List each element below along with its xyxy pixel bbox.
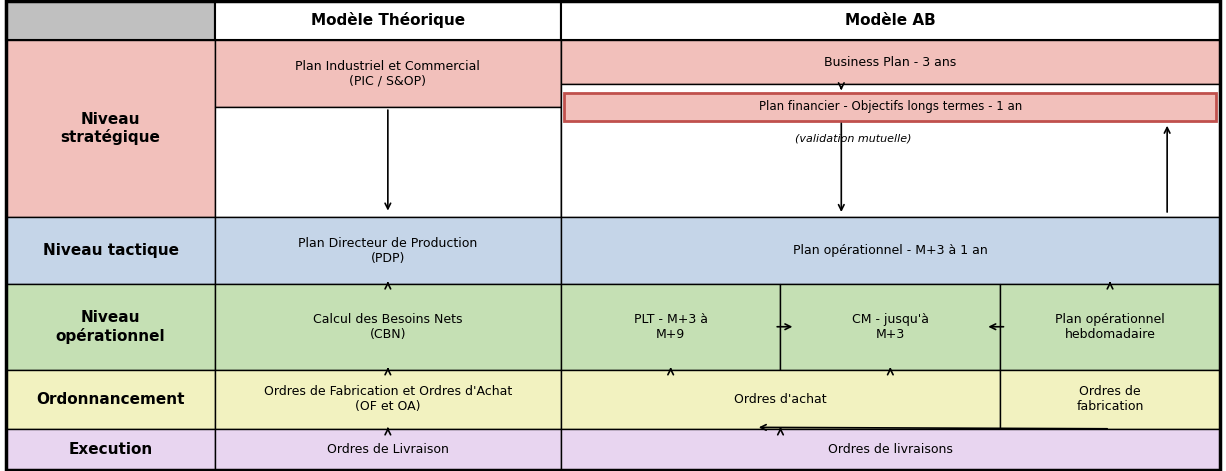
Text: Plan financier - Objectifs longs termes - 1 an: Plan financier - Objectifs longs termes … [759,100,1022,114]
Bar [560,370,1000,429]
Bar [215,217,560,284]
Text: Plan Industriel et Commercial
(PIC / S&OP): Plan Industriel et Commercial (PIC / S&O… [295,59,481,88]
Text: Plan opérationnel - M+3 à 1 an: Plan opérationnel - M+3 à 1 an [793,244,988,257]
Bar [560,84,1220,217]
Text: Calcul des Besoins Nets
(CBN): Calcul des Besoins Nets (CBN) [313,313,462,341]
Text: PLT - M+3 à
M+9: PLT - M+3 à M+9 [634,313,707,341]
Bar [6,429,215,470]
Bar [215,284,560,370]
Text: Business Plan - 3 ans: Business Plan - 3 ans [824,56,956,69]
Text: Ordres de
fabrication: Ordres de fabrication [1076,385,1144,413]
Text: Ordonnancement: Ordonnancement [37,392,185,407]
Text: Execution: Execution [69,442,152,457]
Bar [215,1,560,40]
Bar [1000,370,1220,429]
Text: Niveau
stratégique: Niveau stratégique [60,112,161,146]
Bar [1000,284,1220,370]
Text: Niveau
opérationnel: Niveau opérationnel [55,310,166,343]
Text: CM - jusqu'à
M+3: CM - jusqu'à M+3 [852,313,929,341]
Bar [560,40,1220,84]
Bar [215,40,560,107]
Text: Niveau tactique: Niveau tactique [43,243,179,258]
Text: Ordres de livraisons: Ordres de livraisons [828,443,953,456]
Bar [6,284,215,370]
Bar [560,40,1220,217]
Text: Modèle Théorique: Modèle Théorique [310,12,465,28]
Bar [560,429,1220,470]
Text: Modèle AB: Modèle AB [845,13,935,28]
Text: Plan Directeur de Production
(PDP): Plan Directeur de Production (PDP) [298,236,477,265]
Bar [560,284,781,370]
Text: Plan opérationnel
hebdomadaire: Plan opérationnel hebdomadaire [1056,313,1165,341]
Bar [6,370,215,429]
Bar [215,107,560,217]
Bar [215,429,560,470]
Bar [6,217,215,284]
Bar [215,370,560,429]
Text: Ordres de Livraison: Ordres de Livraison [327,443,449,456]
Bar [6,40,215,217]
Bar [564,93,1216,121]
Bar [560,217,1220,284]
Bar [6,1,215,40]
Text: Ordres de Fabrication et Ordres d'Achat
(OF et OA): Ordres de Fabrication et Ordres d'Achat … [264,385,512,413]
Bar [560,1,1220,40]
Bar [781,284,1000,370]
Text: (validation mutuelle): (validation mutuelle) [796,133,912,143]
Text: Ordres d'achat: Ordres d'achat [734,393,826,406]
